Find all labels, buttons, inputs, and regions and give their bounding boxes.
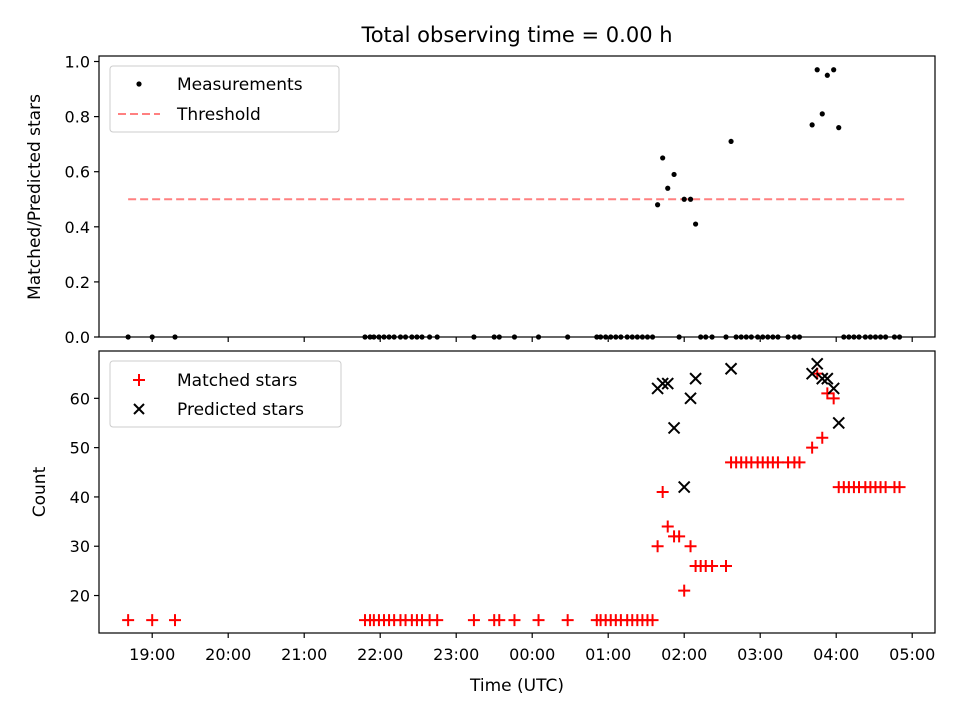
matched-stars-point: [561, 614, 574, 627]
x-tick-label: 19:00: [129, 645, 175, 664]
x-tick-label: 03:00: [737, 645, 783, 664]
predicted-stars-point: [724, 362, 738, 375]
y-tick-label: 0.6: [65, 163, 90, 182]
measurement-point: [819, 111, 825, 117]
matched-stars-point: [821, 387, 834, 400]
bottom-legend-box: [109, 360, 342, 428]
x-tick-label: 00:00: [509, 645, 555, 664]
predicted-stars-point: [821, 372, 834, 385]
legend-threshold-label: Threshold: [176, 105, 261, 125]
predicted-stars-point: [832, 416, 845, 430]
x-tick-label: 20:00: [205, 645, 251, 664]
matched-stars-point: [493, 614, 506, 627]
y-tick-label: 30: [70, 537, 90, 556]
chart-title: Total observing time = 0.00 h: [360, 23, 672, 47]
bottom-axes-frame: [98, 350, 936, 634]
matched-stars-point: [678, 584, 691, 597]
x-tick-label: 01:00: [585, 645, 631, 664]
top-axes-frame: [98, 55, 936, 338]
matched-stars-point: [793, 456, 806, 469]
predicted-stars-point: [677, 480, 691, 494]
measurement-point: [814, 67, 820, 73]
bottom-y-ticks: 20 30 40 50 60: [70, 389, 99, 606]
y-tick-label: 0.4: [65, 218, 90, 237]
matched-stars-point: [651, 540, 664, 553]
measurement-point: [687, 196, 694, 202]
matched-stars-point: [656, 486, 669, 498]
bottom-y-axis-label: Count: [30, 466, 50, 517]
bottom-x-ticks: 19:00 20:00 21:00 22:00 23:00 00:00 01:00 02:00…: [129, 633, 935, 664]
bottom-legend: Matched stars Predicted stars: [109, 360, 342, 428]
top-y-ticks: 0.0 0.2 0.4 0.6 0.8 1.0: [65, 53, 99, 347]
matched-stars-point: [816, 431, 829, 444]
matched-stars-point: [893, 481, 906, 494]
bottom-plot-area: [122, 357, 906, 627]
measurement-point: [824, 72, 830, 78]
predicted-stars-point: [661, 377, 674, 390]
predicted-stars-point: [684, 392, 697, 405]
y-tick-label: 0.0: [65, 328, 90, 347]
measurement-point: [836, 125, 842, 131]
predicted-stars-point: [816, 372, 829, 385]
measurement-point: [671, 171, 677, 178]
matched-stars-point: [771, 456, 784, 469]
matched-stars-point: [720, 559, 732, 572]
matched-stars-point: [706, 559, 719, 572]
legend-matched-stars-label: Matched stars: [177, 371, 297, 391]
matched-stars-point: [646, 614, 659, 627]
x-tick-label: 04:00: [813, 645, 859, 664]
measurement-point: [681, 196, 687, 202]
measurement-point: [728, 138, 734, 145]
matched-stars-point: [532, 614, 545, 627]
legend-measurements-marker: [136, 81, 142, 87]
top-legend: Measurements Threshold: [109, 65, 340, 133]
y-tick-label: 40: [70, 488, 90, 507]
predicted-stars-point: [827, 382, 840, 395]
y-tick-label: 60: [70, 389, 90, 408]
x-tick-label: 22:00: [357, 645, 403, 664]
matched-stars-point: [673, 530, 686, 543]
x-axis-label: Time (UTC): [469, 676, 564, 696]
legend-predicted-stars-label: Predicted stars: [177, 400, 304, 420]
matched-stars-point: [146, 614, 159, 627]
legend-measurements-label: Measurements: [177, 75, 303, 95]
predicted-stars-point: [689, 372, 702, 385]
x-tick-label: 23:00: [433, 645, 479, 664]
x-tick-label: 02:00: [661, 645, 707, 664]
top-legend-box: [109, 65, 340, 133]
matched-stars-point: [806, 441, 819, 454]
measurement-point: [809, 122, 815, 128]
matched-stars-point: [169, 614, 181, 627]
y-tick-label: 1.0: [65, 53, 90, 72]
bottom-axes: 20 30 40 50 60 19:00 20:00 21:00 22:00 23:00 00:0…: [30, 350, 936, 696]
top-y-axis-label: Matched/Predicted stars: [25, 94, 45, 300]
legend-predicted-stars-marker: [133, 403, 145, 415]
predicted-stars-point: [667, 421, 681, 435]
predicted-stars-point: [810, 357, 824, 371]
measurement-point: [660, 155, 666, 161]
matched-stars-point: [122, 614, 135, 627]
y-tick-label: 50: [70, 439, 90, 458]
y-tick-label: 20: [70, 587, 90, 606]
top-axes: 0.0 0.2 0.4 0.6 0.8 1.0 Matched/Predicted sta…: [25, 53, 936, 347]
matched-stars-point: [467, 614, 480, 627]
predicted-stars-point: [805, 367, 819, 380]
legend-matched-stars-marker: [133, 374, 145, 386]
measurement-point: [665, 185, 671, 191]
matched-stars-point: [508, 614, 521, 627]
matched-stars-point: [684, 540, 697, 553]
y-tick-label: 0.2: [65, 273, 90, 292]
matched-stars-point: [661, 520, 674, 533]
x-tick-label: 05:00: [889, 645, 935, 664]
x-tick-label: 21:00: [281, 645, 327, 664]
measurement-point: [655, 202, 661, 208]
measurement-point: [693, 221, 699, 227]
matched-stars-point: [431, 614, 444, 627]
measurement-point: [831, 67, 837, 73]
matched-stars-point: [827, 392, 840, 405]
predicted-stars-point: [656, 377, 669, 390]
top-x-ticks: [151, 337, 913, 342]
y-tick-label: 0.8: [65, 108, 90, 127]
